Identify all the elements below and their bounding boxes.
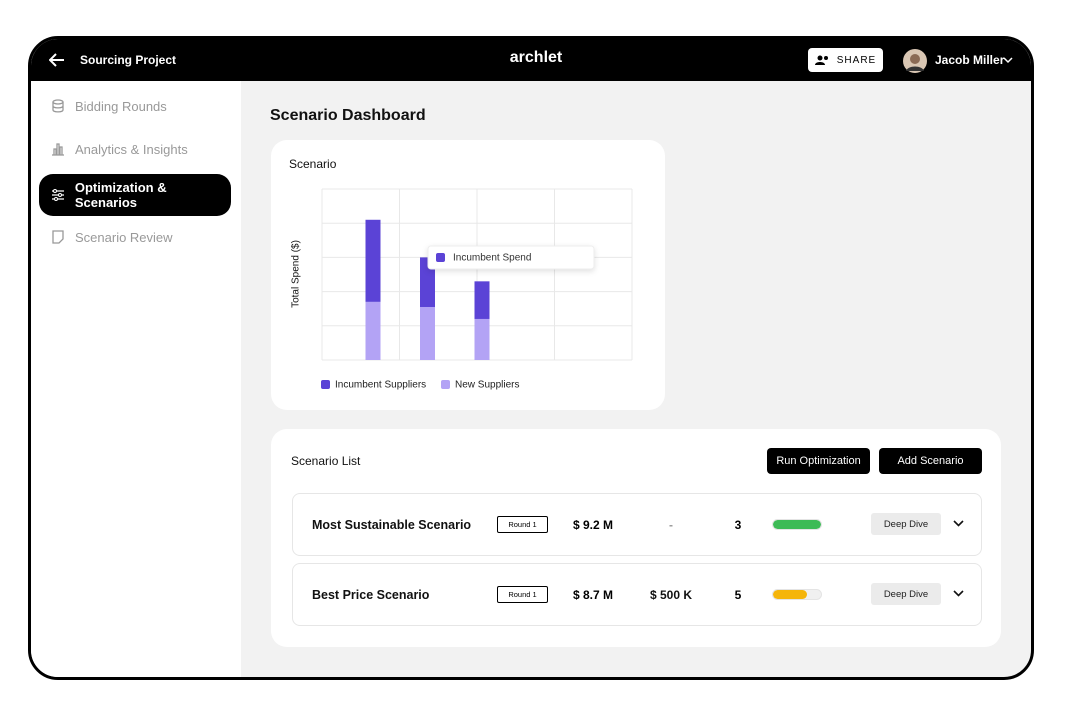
- round-badge: Round 1: [497, 586, 548, 603]
- progress-track: [772, 589, 822, 600]
- app-frame: Sourcing Project archlet SHARE Jacob Mil…: [28, 36, 1034, 680]
- nav-icon: [52, 143, 64, 156]
- nav-item[interactable]: Scenario Review: [39, 216, 231, 258]
- bar-segment: [365, 219, 381, 302]
- nav-label: Bidding Rounds: [75, 98, 167, 114]
- legend-swatch: [441, 380, 450, 389]
- expand-chevron[interactable]: [953, 590, 964, 598]
- scenario-name: Best Price Scenario: [312, 587, 430, 602]
- bar-segment: [420, 257, 435, 307]
- round-badge: Round 1: [497, 516, 548, 533]
- scenario-name: Most Sustainable Scenario: [312, 517, 472, 532]
- expand-chevron[interactable]: [953, 520, 964, 528]
- logo[interactable]: archlet: [509, 49, 563, 66]
- user-name[interactable]: Jacob Miller: [935, 53, 1005, 67]
- savings: $ 500 K: [649, 587, 693, 602]
- deep-dive-button[interactable]: Deep Dive: [871, 513, 941, 535]
- progress-fill: [773, 590, 807, 599]
- bar-segment: [474, 281, 490, 319]
- progress-fill: [773, 520, 821, 529]
- chart-card: Scenario Total Spend ($) Incumbent Spend…: [271, 140, 665, 410]
- chart: Scenario Total Spend ($) Incumbent Spend…: [289, 157, 633, 391]
- add-scenario-button[interactable]: Add Scenario: [879, 448, 982, 474]
- savings: -: [669, 517, 673, 532]
- nav-item[interactable]: Analytics & Insights: [39, 128, 231, 170]
- tooltip-text: Incumbent Spend: [453, 253, 531, 264]
- scenario-row[interactable]: Most Sustainable Scenario Round 1 $ 9.2 M -…: [292, 493, 982, 556]
- nav-label: Analytics & Insights: [75, 141, 188, 157]
- bar-segment: [420, 306, 435, 360]
- share-button[interactable]: SHARE: [808, 48, 883, 72]
- run-optimization-button[interactable]: Run Optimization: [767, 448, 870, 474]
- legend-swatch: [321, 380, 330, 389]
- spend: $ 8.7 M: [573, 587, 614, 602]
- project-name[interactable]: Sourcing Project: [80, 53, 177, 67]
- legend-label: New Suppliers: [455, 380, 519, 391]
- supplier-count: 3: [734, 517, 742, 532]
- deep-dive-button[interactable]: Deep Dive: [871, 583, 941, 605]
- list-title: Scenario List: [291, 454, 361, 468]
- tooltip-box: [427, 245, 595, 270]
- legend-label: Incumbent Suppliers: [335, 380, 426, 391]
- nav-label: Scenario Review: [75, 229, 173, 245]
- tooltip: Incumbent Spend: [427, 245, 595, 270]
- share-label: SHARE: [836, 54, 877, 66]
- supplier-count: 5: [734, 587, 742, 602]
- user-menu-chevron[interactable]: [1003, 57, 1013, 64]
- nav-icon: [52, 230, 64, 244]
- sidebar: Bidding Rounds Analytics & Insights Optimi…: [31, 81, 241, 677]
- nav-icon: [52, 189, 64, 201]
- nav-item[interactable]: Bidding Rounds: [39, 85, 231, 127]
- chart-title: Scenario: [289, 157, 337, 171]
- y-axis-label: Total Spend ($): [291, 240, 302, 308]
- tooltip-swatch: [436, 253, 445, 262]
- page-title: Scenario Dashboard: [270, 107, 426, 124]
- scenario-list-card: Scenario List Run Optimization Add Scena…: [271, 429, 1001, 647]
- spend: $ 9.2 M: [573, 517, 614, 532]
- nav-label: Optimization & Scenarios: [74, 180, 167, 210]
- bar-segment: [474, 318, 490, 360]
- nav-item[interactable]: Optimization & Scenarios: [39, 174, 231, 216]
- bar-segment: [365, 301, 381, 360]
- nav-icon: [52, 99, 64, 113]
- avatar[interactable]: [903, 49, 927, 73]
- share-icon: [814, 55, 828, 65]
- header: Sourcing Project archlet SHARE Jacob Mil…: [31, 39, 1031, 81]
- scenario-row[interactable]: Best Price Scenario Round 1 $ 8.7 M $ 500 K…: [292, 563, 982, 626]
- back-arrow[interactable]: [49, 53, 65, 67]
- progress-track: [772, 519, 822, 530]
